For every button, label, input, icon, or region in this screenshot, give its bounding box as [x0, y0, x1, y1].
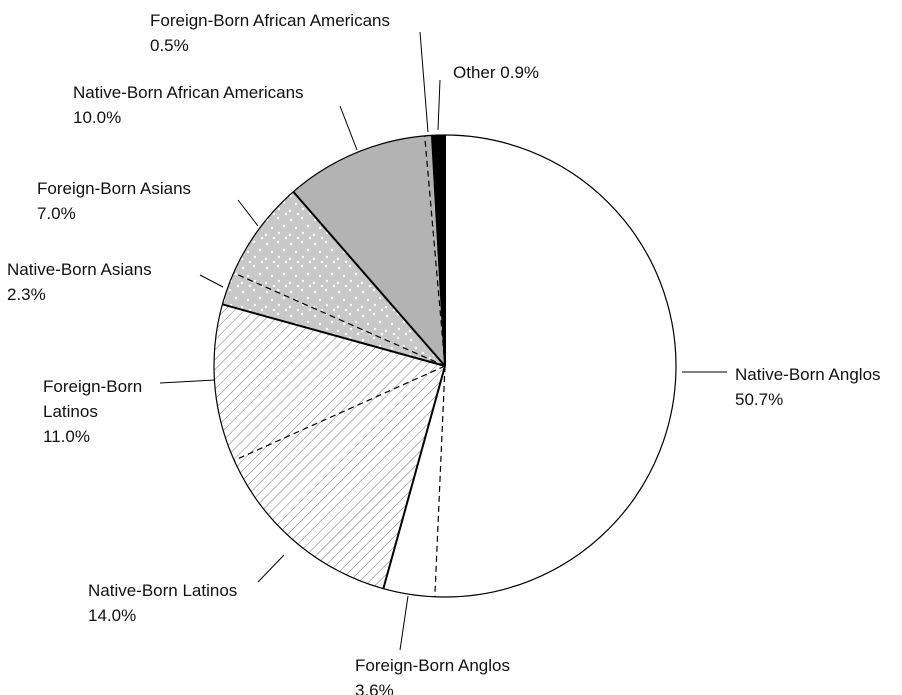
leader-line [339, 105, 358, 151]
category-name: Native-Born African Americans [73, 83, 304, 102]
leader-line [399, 595, 409, 651]
slice-edge [292, 191, 446, 367]
slice-edge [382, 365, 446, 589]
slice-edge [430, 135, 446, 367]
slice-edge [233, 365, 446, 461]
leader-line [199, 274, 224, 288]
pie-slice [214, 304, 445, 461]
slice-label: Native-Born Anglos 50.7% [735, 362, 902, 412]
slice-edge [434, 365, 446, 597]
pie-slice [434, 135, 676, 597]
slice-label: Native-Born Latinos 14.0% [88, 578, 318, 628]
slice-label: Foreign-Born Latinos 11.0% [43, 374, 158, 449]
slice-label: Native-Born African Americans 10.0% [73, 80, 363, 130]
value-label: 3.6% [355, 681, 394, 695]
leader-line [437, 79, 441, 131]
pie-outline [213, 134, 677, 598]
pie-slice [234, 366, 445, 589]
leader-line [159, 379, 216, 384]
value-label: 14.0% [88, 606, 137, 625]
category-name: Foreign-Born African Americans [150, 11, 390, 30]
slice-label: Foreign-Born African Americans 0.5% [150, 8, 440, 58]
slice-label: Foreign-Born Asians 7.0% [37, 176, 267, 226]
value-label: 0.9% [500, 63, 540, 82]
leader-line [419, 31, 429, 133]
category-name: Native-Born Anglos [735, 365, 881, 384]
value-label: 11.0% [43, 427, 90, 446]
pie-slice [293, 135, 445, 366]
value-label: 2.3% [7, 285, 46, 304]
value-label: 50.7% [735, 390, 784, 409]
slice-label: Other 0.9% [453, 60, 653, 85]
slice-edge [424, 135, 446, 367]
category-name: Native-Born Asians [7, 260, 152, 279]
value-label: 7.0% [37, 204, 76, 223]
category-name: Foreign-Born Latinos [43, 377, 143, 421]
pie-slice [233, 191, 445, 366]
value-label: 10.0% [73, 108, 122, 127]
slice-label: Native-Born Asians 2.3% [7, 257, 237, 307]
slice-edge [222, 303, 446, 367]
value-label: 0.5% [150, 36, 189, 55]
slice-edge [233, 272, 446, 367]
leader-line [257, 554, 285, 583]
category-name: Foreign-Born Anglos [355, 656, 510, 675]
category-name: Native-Born Latinos [88, 581, 238, 600]
slice-label: Foreign-Born Anglos 3.6% [355, 653, 555, 695]
pie-slice [222, 272, 445, 366]
leader-line [237, 199, 259, 227]
category-name: Foreign-Born Asians [37, 179, 192, 198]
category-name: Other [453, 63, 496, 82]
